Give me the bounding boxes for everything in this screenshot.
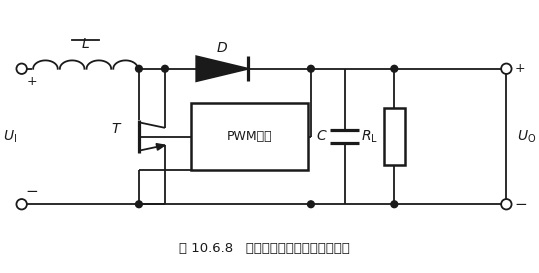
Text: +: + bbox=[27, 75, 37, 88]
Circle shape bbox=[391, 65, 398, 72]
Text: $D$: $D$ bbox=[216, 41, 229, 55]
Circle shape bbox=[501, 199, 512, 209]
Polygon shape bbox=[196, 56, 248, 81]
Text: PWM电路: PWM电路 bbox=[227, 130, 273, 143]
Text: $T$: $T$ bbox=[112, 122, 123, 136]
Text: $C$: $C$ bbox=[316, 129, 328, 144]
Bar bbox=[191, 103, 308, 170]
Polygon shape bbox=[156, 144, 165, 150]
Text: $U_{\rm O}$: $U_{\rm O}$ bbox=[517, 128, 536, 145]
Text: −: − bbox=[514, 197, 527, 212]
Circle shape bbox=[391, 201, 398, 208]
Text: 图 10.6.8   并联型开关稳压电路的原理图: 图 10.6.8 并联型开关稳压电路的原理图 bbox=[178, 242, 349, 255]
Text: −: − bbox=[26, 184, 38, 199]
Circle shape bbox=[135, 201, 142, 208]
Circle shape bbox=[162, 65, 168, 72]
Circle shape bbox=[17, 64, 27, 74]
Text: $U_{\rm I}$: $U_{\rm I}$ bbox=[3, 128, 17, 145]
Text: +: + bbox=[514, 62, 525, 75]
Circle shape bbox=[308, 65, 314, 72]
Text: $R_{\rm L}$: $R_{\rm L}$ bbox=[361, 128, 378, 145]
Circle shape bbox=[135, 65, 142, 72]
Circle shape bbox=[17, 199, 27, 209]
Circle shape bbox=[308, 201, 314, 208]
Circle shape bbox=[501, 64, 512, 74]
Text: $L$: $L$ bbox=[81, 37, 90, 51]
Bar bbox=[384, 108, 405, 165]
